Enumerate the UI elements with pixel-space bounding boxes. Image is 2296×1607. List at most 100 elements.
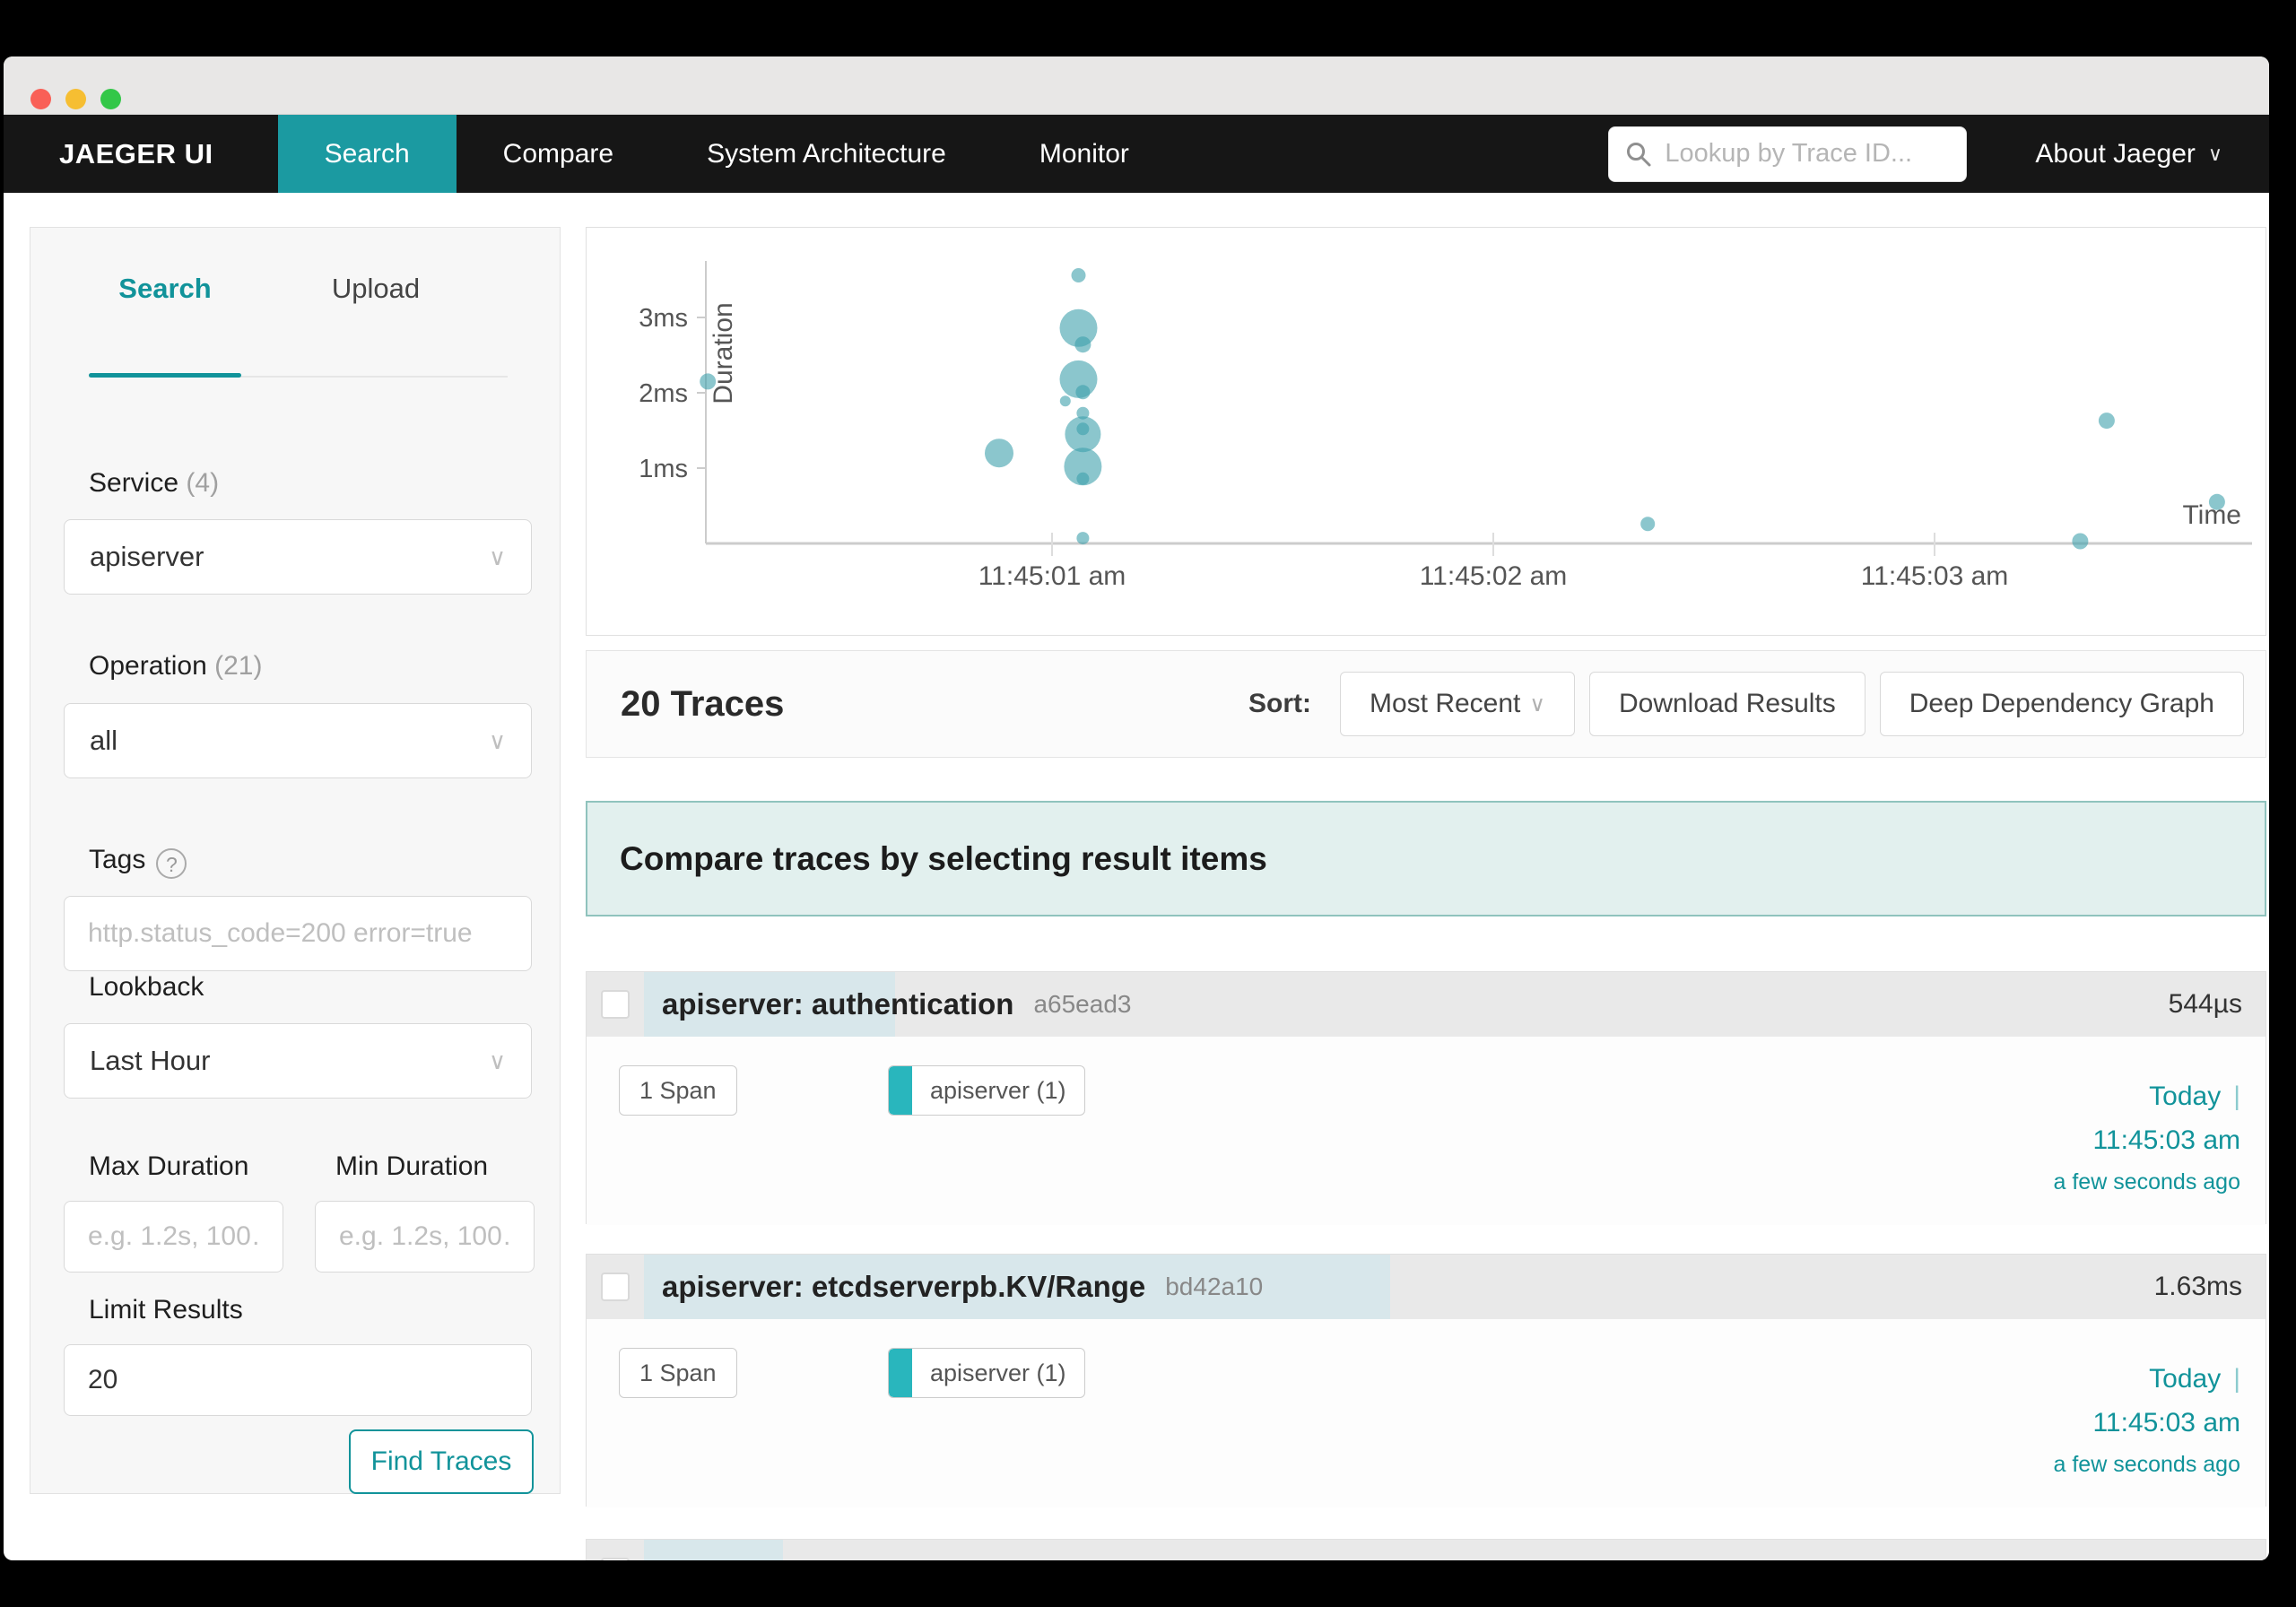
trace-date-link[interactable]: Today bbox=[2149, 1081, 2222, 1111]
svg-text:11:45:03 am: 11:45:03 am bbox=[1861, 561, 2009, 591]
max-duration-input[interactable] bbox=[64, 1201, 283, 1273]
svg-text:11:45:02 am: 11:45:02 am bbox=[1420, 561, 1568, 591]
svg-text:11:45:01 am: 11:45:01 am bbox=[978, 561, 1126, 591]
nav-tab-system-architecture[interactable]: System Architecture bbox=[707, 138, 946, 169]
active-tab-indicator bbox=[89, 373, 241, 378]
nav-tab-search[interactable]: Search bbox=[277, 115, 457, 193]
lookback-select[interactable]: Last Hour ∨ bbox=[64, 1023, 532, 1099]
duration-bar bbox=[644, 1540, 784, 1560]
trace-result-card[interactable]: apiserver: authentication a65ead3 544µs … bbox=[586, 971, 2266, 1225]
trace-lookup-input[interactable] bbox=[1665, 139, 1951, 169]
about-jaeger-label: About Jaeger bbox=[2035, 138, 2196, 169]
span-count-badge: 1 Span bbox=[619, 1065, 737, 1116]
service-tag[interactable]: apiserver (1) bbox=[888, 1065, 1085, 1116]
trace-card-header[interactable]: apiserver: etcdserverpb.KV/Range bd42a10… bbox=[587, 1255, 2266, 1319]
limit-results-label: Limit Results bbox=[89, 1295, 243, 1325]
trace-select-checkbox[interactable] bbox=[601, 1273, 630, 1301]
chevron-down-icon: ∨ bbox=[488, 726, 506, 754]
trace-link[interactable] bbox=[644, 1540, 2266, 1560]
trace-time-link[interactable]: 11:45:03 am bbox=[2092, 1125, 2240, 1155]
about-jaeger-menu[interactable]: About Jaeger ∨ bbox=[2035, 139, 2222, 169]
trace-result-card[interactable]: apiserver: etcdserverpb.KV/Range bd42a10… bbox=[586, 1254, 2266, 1507]
compare-banner: Compare traces by selecting result items bbox=[586, 801, 2266, 916]
tab-upload[interactable]: Upload bbox=[331, 273, 421, 304]
scatter-plot[interactable]: 1ms 2ms 3ms 11:45:01 am 11:45:02 am 11:45:03 … bbox=[587, 228, 2266, 635]
service-select[interactable]: apiserver ∨ bbox=[64, 519, 532, 595]
trace-duration: 544µs bbox=[2168, 989, 2242, 1019]
search-sidebar: Search Upload Service (4) apiserver ∨ Op… bbox=[30, 227, 561, 1494]
trace-card-body: 1 Span apiserver (1) Today | 11:45:03 am … bbox=[587, 1037, 2266, 1225]
date-separator: | bbox=[2233, 1364, 2240, 1394]
help-icon[interactable]: ? bbox=[156, 848, 187, 879]
service-value: apiserver bbox=[90, 541, 204, 572]
operation-select[interactable]: all ∨ bbox=[64, 703, 532, 778]
download-results-button[interactable]: Download Results bbox=[1588, 672, 1866, 736]
results-header: 20 Traces Sort: Most Recent ∨ Download R… bbox=[586, 650, 2266, 758]
trace-date-link[interactable]: Today bbox=[2149, 1364, 2222, 1394]
duration-bar bbox=[644, 972, 896, 1037]
trace-result-card-partial[interactable] bbox=[586, 1539, 2266, 1560]
trace-id: a65ead3 bbox=[1033, 990, 1132, 1018]
limit-results-input[interactable] bbox=[64, 1344, 532, 1416]
trace-select-checkbox[interactable] bbox=[601, 990, 630, 1019]
trace-link[interactable]: apiserver: etcdserverpb.KV/Range bd42a10… bbox=[644, 1255, 2266, 1319]
nav-spacer bbox=[1176, 115, 1609, 193]
operation-value: all bbox=[90, 725, 118, 756]
trace-lookup-box[interactable] bbox=[1608, 126, 1968, 182]
search-icon bbox=[1627, 142, 1651, 166]
trace-select-checkbox[interactable] bbox=[601, 1558, 630, 1560]
trace-relative-time[interactable]: a few seconds ago bbox=[2053, 1452, 2240, 1477]
deep-dependency-graph-button[interactable]: Deep Dependency Graph bbox=[1879, 672, 2244, 736]
service-color-chip bbox=[889, 1349, 912, 1397]
service-tag[interactable]: apiserver (1) bbox=[888, 1348, 1085, 1398]
operation-label: Operation (21) bbox=[89, 651, 263, 681]
trace-card-header[interactable] bbox=[587, 1540, 2266, 1560]
operation-count: (21) bbox=[214, 651, 263, 681]
chevron-down-icon: ∨ bbox=[2207, 142, 2222, 165]
sort-select[interactable]: Most Recent ∨ bbox=[1339, 672, 1575, 736]
window-minimize-button[interactable] bbox=[65, 89, 86, 109]
lookback-value: Last Hour bbox=[90, 1045, 211, 1076]
trace-relative-time[interactable]: a few seconds ago bbox=[2053, 1169, 2240, 1194]
service-count: (4) bbox=[186, 468, 220, 498]
svg-text:1ms: 1ms bbox=[639, 455, 688, 483]
trace-card-header[interactable]: apiserver: authentication a65ead3 544µs bbox=[587, 972, 2266, 1037]
max-duration-label: Max Duration bbox=[89, 1151, 249, 1181]
min-duration-input[interactable] bbox=[315, 1201, 535, 1273]
trace-card-body: 1 Span apiserver (1) Today | 11:45:03 am … bbox=[587, 1319, 2266, 1507]
span-count-badge: 1 Span bbox=[619, 1348, 737, 1398]
traces-count: 20 Traces bbox=[621, 683, 785, 724]
trace-timestamps: Today | 11:45:03 am a few seconds ago bbox=[2054, 1357, 2240, 1484]
trace-link[interactable]: apiserver: authentication a65ead3 544µs bbox=[644, 972, 2266, 1037]
tabs-divider bbox=[89, 376, 508, 378]
sidebar-tabs: Search Upload bbox=[89, 264, 508, 380]
trace-time-link[interactable]: 11:45:03 am bbox=[2092, 1408, 2240, 1438]
trace-title: apiserver: authentication bbox=[662, 987, 1014, 1021]
trace-title: apiserver: etcdserverpb.KV/Range bbox=[662, 1270, 1146, 1303]
duration-scatter-chart[interactable]: 1ms 2ms 3ms 11:45:01 am 11:45:02 am 11:45:03 … bbox=[586, 227, 2266, 636]
app-window: JAEGER UI Search Compare System Architec… bbox=[4, 56, 2269, 1560]
nav-tab-compare[interactable]: Compare bbox=[502, 138, 614, 169]
chevron-down-icon: ∨ bbox=[1529, 691, 1545, 717]
tab-search[interactable]: Search bbox=[118, 273, 212, 304]
tags-input[interactable] bbox=[64, 896, 532, 971]
app-logo[interactable]: JAEGER UI bbox=[59, 137, 213, 169]
sort-value: Most Recent bbox=[1369, 689, 1521, 718]
trace-id: bd42a10 bbox=[1165, 1273, 1264, 1300]
window-close-button[interactable] bbox=[30, 89, 51, 109]
trace-timestamps: Today | 11:45:03 am a few seconds ago bbox=[2054, 1074, 2240, 1202]
nav-tab-monitor[interactable]: Monitor bbox=[1039, 138, 1129, 169]
duration-bar bbox=[644, 1255, 1390, 1319]
window-zoom-button[interactable] bbox=[100, 89, 121, 109]
find-traces-button[interactable]: Find Traces bbox=[349, 1429, 534, 1494]
service-color-chip bbox=[889, 1066, 912, 1115]
date-separator: | bbox=[2233, 1081, 2240, 1111]
window-titlebar bbox=[4, 56, 2269, 115]
lookback-label: Lookback bbox=[89, 972, 204, 1002]
min-duration-label: Min Duration bbox=[335, 1151, 489, 1181]
service-label: Service (4) bbox=[89, 468, 220, 498]
service-tag-label: apiserver (1) bbox=[930, 1359, 1066, 1386]
top-navbar: JAEGER UI Search Compare System Architec… bbox=[4, 115, 2269, 193]
svg-text:2ms: 2ms bbox=[639, 379, 688, 408]
chevron-down-icon: ∨ bbox=[488, 543, 506, 570]
